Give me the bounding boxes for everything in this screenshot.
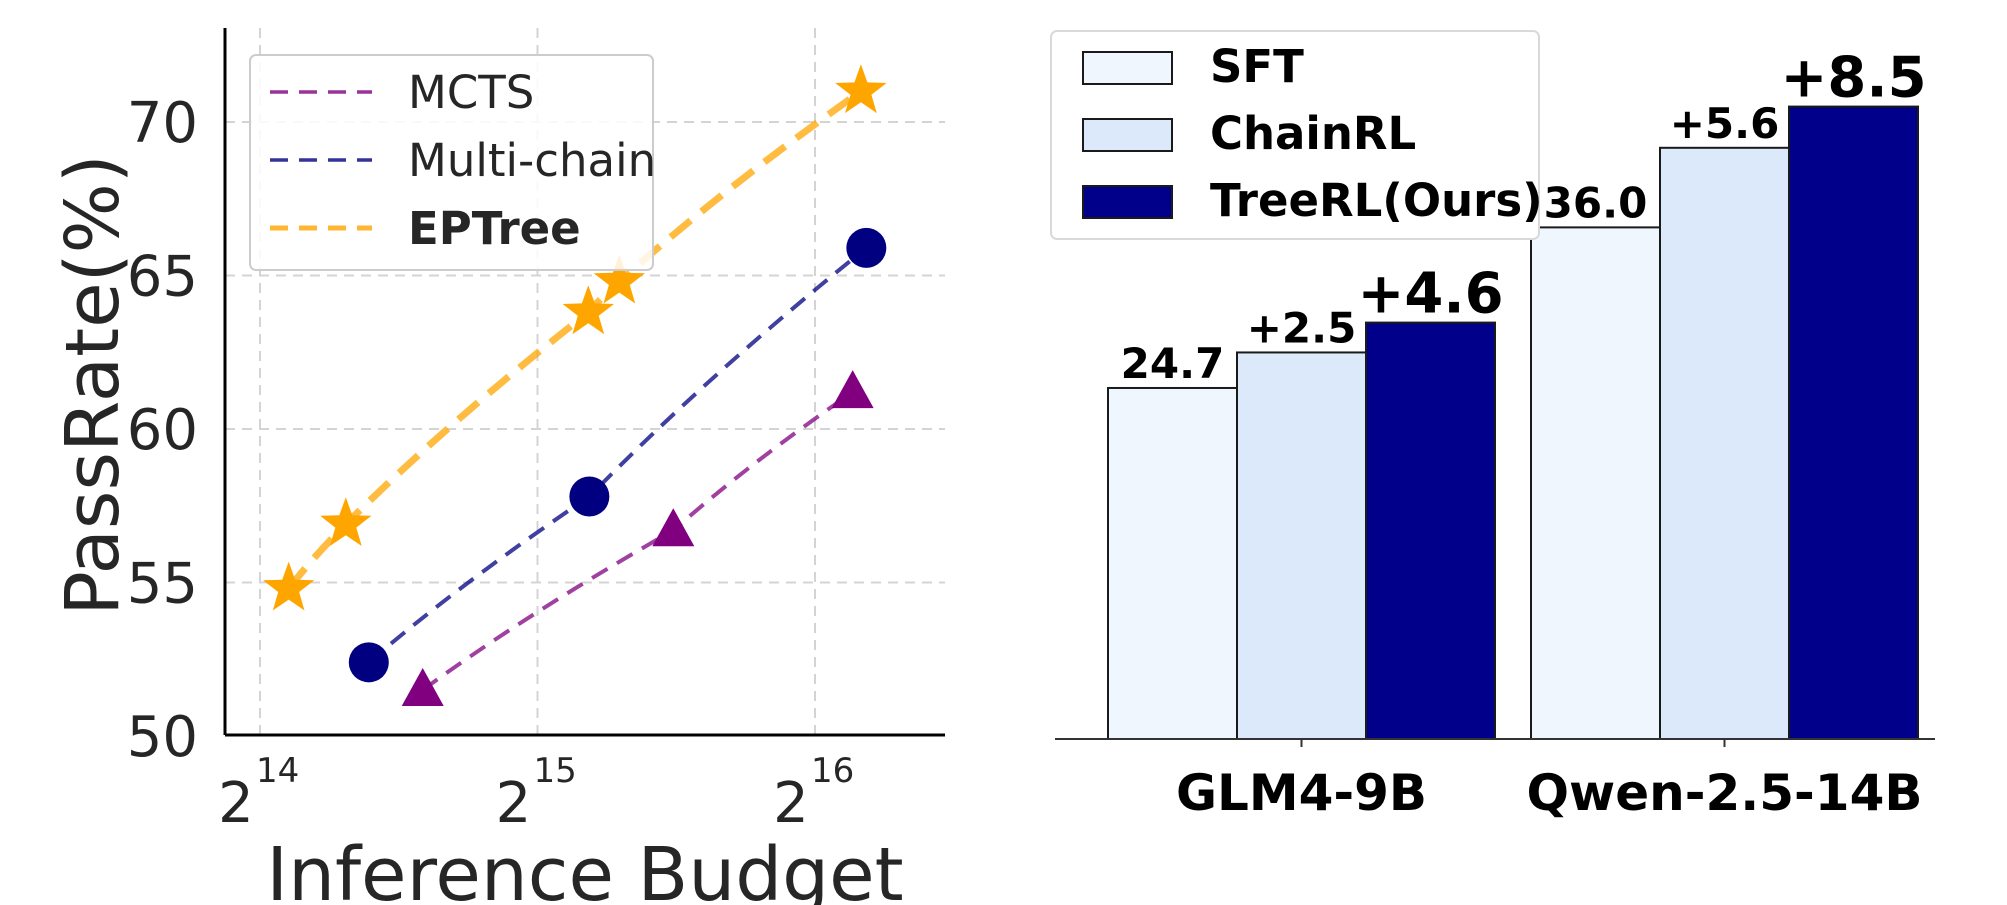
data-point-mcts xyxy=(831,370,874,409)
category-label-glm4-9b: GLM4-9B xyxy=(1176,764,1427,822)
bar-sft-glm4-9b xyxy=(1107,386,1238,740)
bar-value-label: 24.7 xyxy=(1121,339,1225,388)
line-chart-y-axis-title: PassRate(%) xyxy=(50,154,136,616)
data-point-multi-chain xyxy=(348,642,389,683)
bar-chart-legend: SFT ChainRL TreeRL(Ours) xyxy=(1050,30,1543,240)
legend-swatch-chainrl xyxy=(1082,118,1173,152)
bar-chart: 24.7 +2.5+4.6 36.0 +5.6+8.5 GLM4-9B Qwen-2.5… xyxy=(1050,30,1935,822)
data-point-mcts xyxy=(652,508,695,547)
bar-value-label: 36.0 xyxy=(1544,178,1648,227)
bar-chainrl-qwen-2-5-14b xyxy=(1659,146,1790,741)
bar-treerl-ours-glm4-9b xyxy=(1365,321,1496,740)
bar-chart-categories: GLM4-9B Qwen-2.5-14B xyxy=(1176,739,1923,822)
y-tick-label: 55 xyxy=(127,552,198,617)
data-point-multi-chain xyxy=(846,227,887,268)
x-tick-label: 2 15 xyxy=(496,751,577,836)
data-point-eptree xyxy=(835,64,887,114)
bar-value-label: +5.6 xyxy=(1670,99,1780,148)
y-tick-label: 60 xyxy=(127,398,198,463)
legend-label-multi-chain: Multi-chain xyxy=(408,134,656,187)
legend-label-treerl-ours: TreeRL(Ours) xyxy=(1210,174,1543,227)
bar-chart-bars xyxy=(1107,105,1919,741)
line-chart-x-axis-title: Inference Budget xyxy=(266,832,903,905)
legend-swatch-treerl-ours xyxy=(1082,185,1173,219)
y-tick-label: 65 xyxy=(127,245,198,310)
bar-chainrl-glm4-9b xyxy=(1236,351,1367,740)
bar-value-label: +8.5 xyxy=(1780,46,1926,111)
y-tick-label: 50 xyxy=(127,705,198,770)
bar-value-label: +4.6 xyxy=(1357,262,1503,327)
line-chart-y-ticks: 50 55 60 65 70 xyxy=(127,91,198,770)
legend-label-chainrl: ChainRL xyxy=(1210,107,1416,160)
data-point-eptree xyxy=(593,254,645,304)
data-point-multi-chain xyxy=(569,476,610,517)
data-point-mcts xyxy=(401,667,444,706)
y-tick-label: 70 xyxy=(127,91,198,156)
x-tick-base: 2 xyxy=(218,771,254,836)
x-tick-base: 2 xyxy=(496,771,532,836)
legend-label-eptree: EPTree xyxy=(408,202,581,255)
bar-sft-qwen-2-5-14b xyxy=(1530,226,1661,740)
x-tick-label: 2 16 xyxy=(773,751,854,836)
line-chart-x-ticks: 2 14 2 15 2 16 xyxy=(218,751,854,836)
legend-label-sft: SFT xyxy=(1210,40,1304,93)
data-point-eptree xyxy=(263,561,315,611)
x-tick-label: 2 14 xyxy=(218,751,299,836)
x-tick-exponent: 15 xyxy=(534,751,577,791)
category-label-qwen-2-5-14b: Qwen-2.5-14B xyxy=(1527,764,1923,822)
legend-swatch-sft xyxy=(1082,51,1173,85)
line-chart-markers xyxy=(263,64,887,706)
data-point-eptree xyxy=(320,497,372,546)
x-tick-exponent: 16 xyxy=(811,751,854,791)
bar-chart-value-labels: 24.7 +2.5+4.6 36.0 +5.6+8.5 xyxy=(1121,46,1927,388)
legend-label-mcts: MCTS xyxy=(408,66,534,119)
series-line-mcts xyxy=(421,390,854,692)
bar-value-label: +2.5 xyxy=(1247,303,1357,352)
data-point-eptree xyxy=(562,285,614,335)
series-line-multi-chain xyxy=(367,246,868,664)
x-tick-exponent: 14 xyxy=(256,751,299,791)
line-chart-legend-box xyxy=(249,54,654,271)
line-chart-legend: MCTS Multi-chain EPTree xyxy=(249,54,656,271)
bar-treerl-ours-qwen-2-5-14b xyxy=(1788,105,1919,740)
x-tick-base: 2 xyxy=(773,771,809,836)
